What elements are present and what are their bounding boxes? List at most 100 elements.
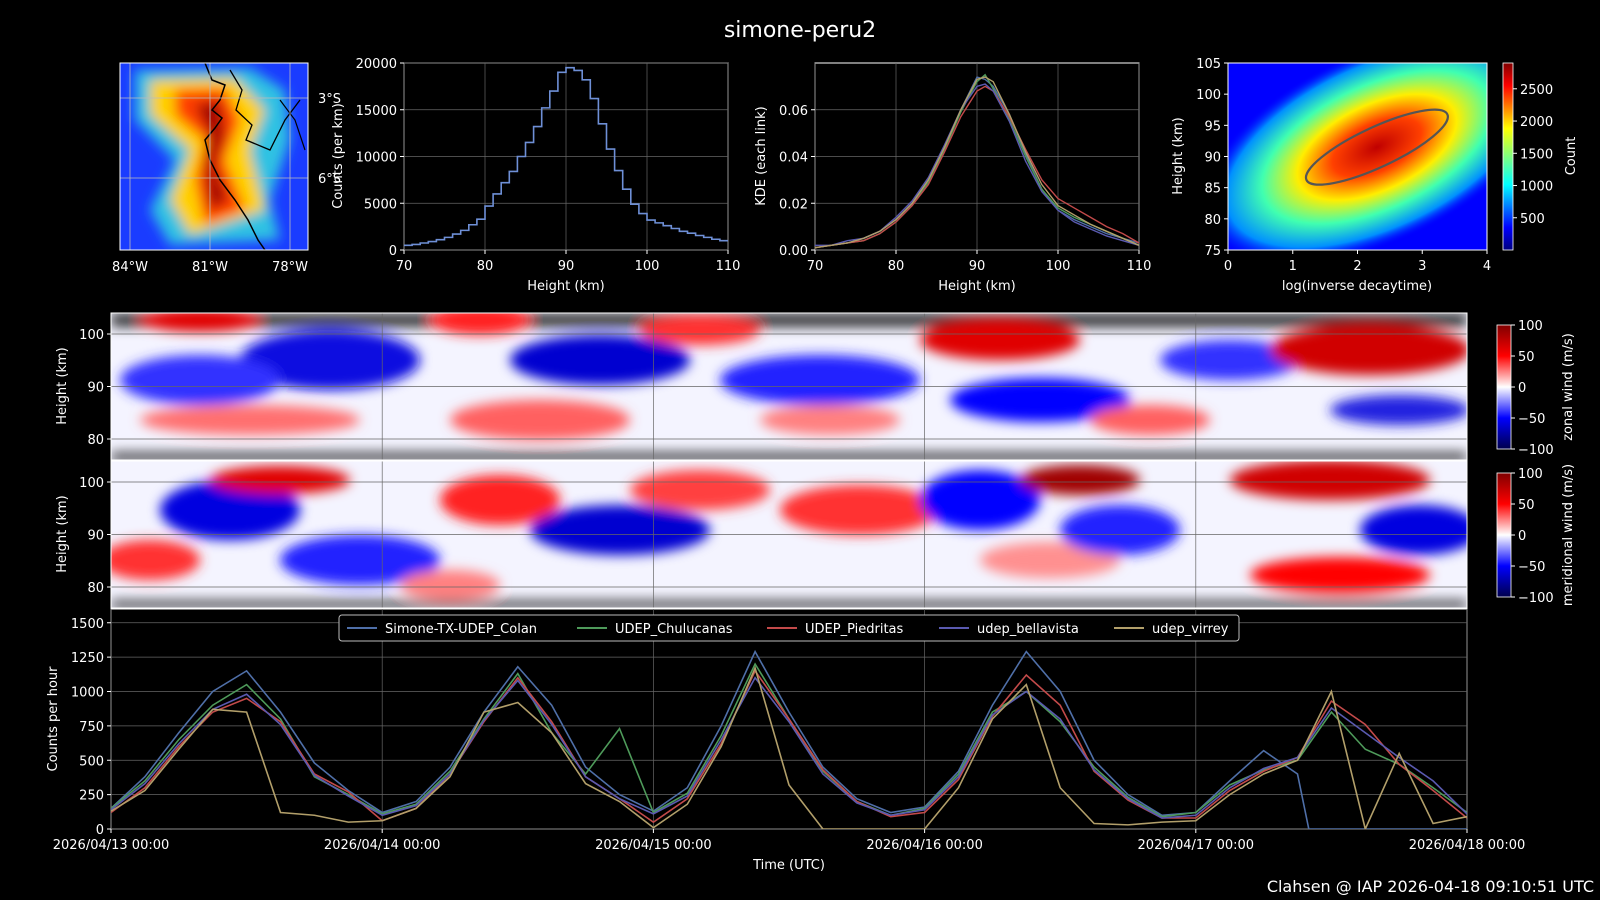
kde-xtick-label: 110 [1127, 259, 1152, 274]
zonal-wind-panel: 80 90 100 Height (km) 100 50 0 −50 −100 zonal … [55, 312, 1576, 461]
legend-label: Simone-TX-UDEP_Colan [385, 622, 537, 637]
kde-xtick-label: 70 [807, 259, 824, 274]
count-colorbar-tick-label: 500 [1520, 212, 1545, 227]
count-colorbar-label: Count [1564, 137, 1579, 176]
kde-ytick-label: 0.02 [779, 197, 808, 212]
series-line-udep_virrey [111, 665, 1467, 829]
count-colorbar [1502, 62, 1514, 251]
meridional-colorbar-tick-label: −100 [1518, 591, 1554, 606]
counts-xtick-label: 2026/04/18 00:00 [1409, 838, 1526, 853]
decay-ytick-label: 75 [1204, 244, 1221, 259]
zonal-ytick-label: 90 [87, 381, 104, 396]
decay-ytick-label: 90 [1204, 151, 1221, 166]
decay-ytick-label: 80 [1204, 213, 1221, 228]
histogram-steps [404, 66, 728, 247]
meridional-colorbar-tick-label: 100 [1518, 467, 1543, 482]
zonal-colorbar-tick-label: 50 [1518, 350, 1535, 365]
counts-panel: 2026/04/13 00:00 2026/04/14 00:00 2026/04/… [46, 608, 1526, 873]
map-ytick: 6°S [318, 172, 341, 187]
counts-ytick-label: 0 [96, 823, 104, 838]
kde-panel: 70 80 90 100 110 0.00 0.02 0.04 0.06 Height (km)… [754, 62, 1152, 294]
decay-xtick-label: 0 [1224, 259, 1232, 274]
decay-ytick-label: 100 [1196, 88, 1221, 103]
meridional-ylabel: Height (km) [55, 495, 70, 572]
counts-xtick-label: 2026/04/15 00:00 [595, 838, 712, 853]
kde-xtick-label: 80 [888, 259, 905, 274]
counts-xlabel: Time (UTC) [752, 858, 825, 873]
counts-xtick-label: 2026/04/17 00:00 [1138, 838, 1255, 853]
histogram-xtick-label: 100 [635, 259, 660, 274]
histogram-ytick-label: 15000 [356, 104, 397, 119]
histogram-xtick-label: 90 [558, 259, 575, 274]
decay-ylabel: Height (km) [1171, 117, 1186, 194]
decay-ytick-label: 95 [1204, 119, 1221, 134]
decay-ytick-label: 85 [1204, 182, 1221, 197]
counts-ytick-label: 500 [79, 754, 104, 769]
meridional-ytick-label: 100 [79, 476, 104, 491]
kde-xtick-label: 90 [969, 259, 986, 274]
decay-contour-ellipse [1304, 108, 1449, 186]
zonal-colorbar-label: zonal wind (m/s) [1561, 333, 1576, 441]
histogram-ylabel: Counts (per km) [331, 103, 346, 209]
legend: Simone-TX-UDEP_Colan UDEP_Chulucanas UDEP_… [338, 614, 1240, 642]
count-colorbar-tick-label: 2500 [1520, 83, 1553, 98]
decay-panel: 0 1 2 3 4 75 80 85 90 95 100 105 log(inverse decayt… [1171, 57, 1579, 294]
count-colorbar-tick-label: 1500 [1520, 147, 1553, 162]
decay-xtick-label: 1 [1289, 259, 1297, 274]
meridional-colorbar [1496, 472, 1512, 598]
series-line-Simone-TX-UDEP_Colan [111, 649, 1467, 829]
series-line-udep_bellavista [111, 676, 1467, 819]
counts-ytick-label: 1250 [71, 651, 104, 666]
zonal-ytick-label: 80 [87, 433, 104, 448]
meridional-colorbar-tick-label: −50 [1518, 560, 1545, 575]
decay-ytick-label: 105 [1196, 57, 1221, 72]
meridional-wind-field [111, 461, 1467, 608]
kde-xtick-label: 100 [1046, 259, 1071, 274]
histogram-xtick-label: 110 [716, 259, 741, 274]
decay-density [1228, 63, 1487, 250]
zonal-wind-field [111, 313, 1467, 460]
histogram-xlabel: Height (km) [527, 279, 604, 294]
map-xtick: 84°W [112, 260, 148, 275]
map-ytick: 3°S [318, 92, 341, 107]
kde-xlabel: Height (km) [938, 279, 1015, 294]
meridional-ytick-label: 80 [87, 581, 104, 596]
border-line [229, 69, 301, 151]
zonal-colorbar-tick-label: −100 [1518, 443, 1554, 458]
histogram-ytick-label: 5000 [364, 197, 397, 212]
meridional-colorbar-tick-label: 0 [1518, 529, 1526, 544]
count-colorbar-tick-label: 2000 [1520, 115, 1553, 130]
counts-ytick-label: 250 [79, 789, 104, 804]
histogram-ytick-label: 20000 [356, 57, 397, 72]
counts-ytick-label: 750 [79, 720, 104, 735]
histogram-xtick-label: 80 [477, 259, 494, 274]
map-xtick: 78°W [272, 260, 308, 275]
figure-title: simone-peru2 [724, 18, 876, 43]
zonal-ytick-label: 100 [79, 328, 104, 343]
series-line-UDEP_Piedritas [111, 669, 1467, 824]
zonal-ylabel: Height (km) [55, 347, 70, 424]
kde-ytick-label: 0.00 [779, 244, 808, 259]
counts-ytick-label: 1500 [71, 617, 104, 632]
counts-ytick-label: 1000 [71, 686, 104, 701]
zonal-colorbar-tick-label: 100 [1518, 319, 1543, 334]
meridional-ytick-label: 90 [87, 529, 104, 544]
kde-ylabel: KDE (each link) [754, 106, 769, 206]
meridional-wind-panel: 80 90 100 Height (km) 100 50 0 −50 −100 meridi… [55, 460, 1576, 609]
kde-ytick-label: 0.06 [779, 104, 808, 119]
legend-label: UDEP_Piedritas [805, 622, 904, 637]
map-frame [119, 62, 309, 251]
histogram-panel: 70 80 90 100 110 0 5000 10000 15000 20000 Height … [331, 57, 740, 294]
legend-label: UDEP_Chulucanas [615, 622, 733, 637]
zonal-colorbar-tick-label: 0 [1518, 381, 1526, 396]
histogram-ytick-label: 0 [389, 244, 397, 259]
counts-xtick-label: 2026/04/16 00:00 [866, 838, 983, 853]
kde-ytick-label: 0.04 [779, 151, 808, 166]
meridional-colorbar-label: meridional wind (m/s) [1561, 464, 1576, 606]
counts-xtick-label: 2026/04/13 00:00 [53, 838, 170, 853]
counts-xtick-label: 2026/04/14 00:00 [324, 838, 441, 853]
count-colorbar-tick-label: 1000 [1520, 180, 1553, 195]
decay-xtick-label: 2 [1353, 259, 1361, 274]
histogram-xtick-label: 70 [396, 259, 413, 274]
